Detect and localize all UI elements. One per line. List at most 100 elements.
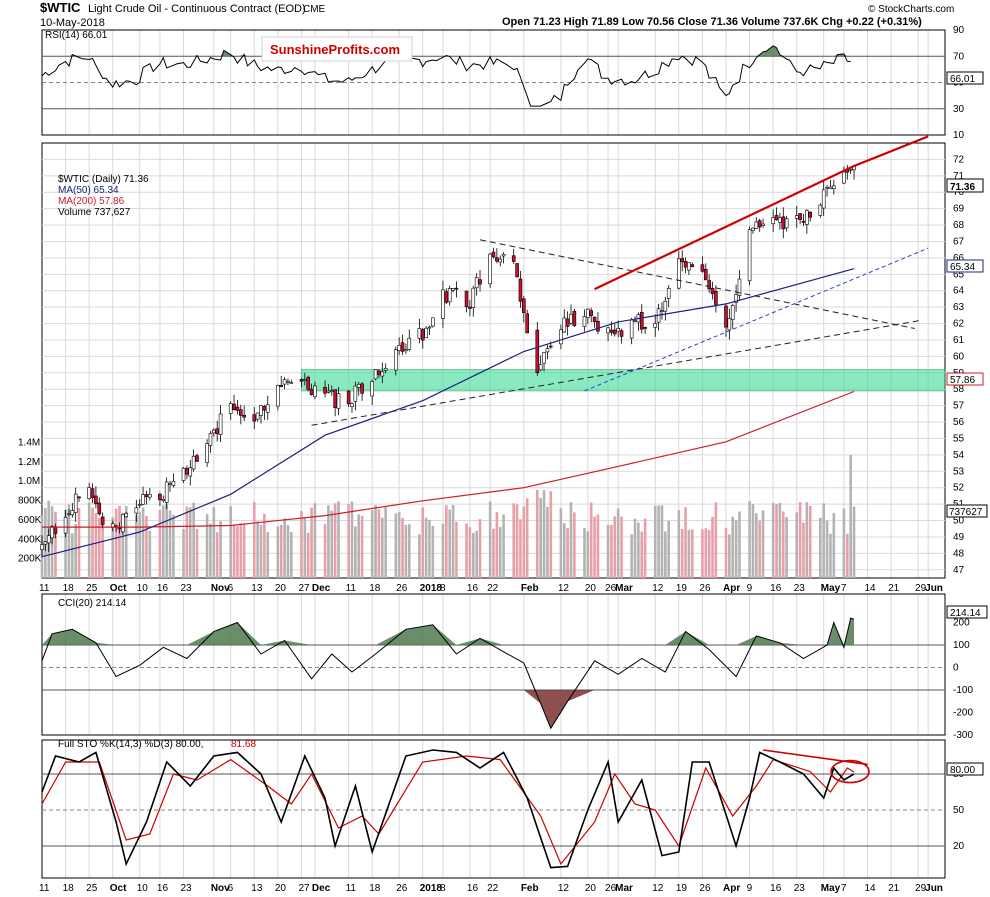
volume-bar-127 [637, 522, 640, 578]
volume-bar-79 [407, 524, 411, 578]
cci-negative-area [42, 690, 855, 729]
volume-bar-100 [512, 503, 516, 578]
xaxis-mid-label-16: 2018 [420, 583, 443, 594]
volume-bar-134 [667, 520, 671, 578]
candle-body-34 [195, 455, 199, 462]
rsi-tick-30: 30 [953, 104, 965, 115]
volume-bar-68 [357, 514, 361, 578]
volume-bar-113 [569, 502, 573, 578]
volume-bar-29 [172, 514, 175, 578]
cci-panel: 200 100 0 -100 -200 -300 [41, 593, 973, 741]
volume-bar-37 [212, 507, 216, 578]
candle-body-172 [848, 168, 853, 171]
watermark-box [261, 36, 413, 62]
volume-bar-173 [852, 506, 856, 578]
candle-body-18 [121, 514, 125, 533]
candle-body-51 [279, 385, 284, 387]
candle-body-24 [148, 493, 152, 498]
volume-bar-52 [283, 518, 286, 578]
candle-body-144 [714, 291, 718, 305]
sto-highlight-ellipse [830, 759, 870, 784]
volume-legend: Volume 737,627 [58, 207, 131, 218]
volume-bar-89 [455, 521, 458, 578]
candle-body-130 [653, 323, 658, 328]
volume-bar-158 [781, 511, 785, 578]
volume-bar-86 [445, 505, 448, 578]
candle-body-13 [97, 502, 102, 515]
candle-body-106 [538, 364, 543, 371]
xaxis-bot-label-1: 18 [63, 883, 75, 894]
xaxis-mid-label-2: 25 [86, 583, 98, 594]
price-tick-49: 49 [953, 532, 965, 543]
volume-tick-3: 800K [18, 496, 42, 507]
candle-body-59 [313, 385, 317, 397]
candle-body-113 [569, 313, 573, 324]
candle-body-148 [734, 294, 738, 303]
volume-bar-38 [215, 532, 219, 578]
price-tick-72: 72 [953, 154, 965, 165]
price-tick-71: 71 [953, 171, 965, 182]
price-tick-54: 54 [953, 450, 965, 461]
candle-body-133 [663, 300, 668, 312]
dashed-blue-support-line [584, 247, 929, 392]
candle-body-66 [350, 403, 354, 407]
volume-bar-72 [377, 509, 381, 578]
volume-bar-88 [451, 505, 455, 578]
candle-body-82 [424, 327, 428, 339]
dashed-downtrend-line [479, 239, 915, 329]
candle-body-48 [262, 406, 267, 411]
candle-body-53 [286, 380, 290, 383]
xaxis-mid-label-10: 20 [275, 583, 287, 594]
price-panel: 7271706968676665646362616059585756555453… [18, 135, 965, 579]
volume-bar-60 [323, 524, 327, 578]
candle-body-45 [252, 414, 257, 422]
volume-tick-1: 1.2M [18, 457, 40, 468]
volume-bar-90 [465, 523, 468, 578]
volume-bar-120 [606, 524, 610, 578]
candle-body-58 [309, 388, 314, 395]
rsi-badge-text: 66.01 [950, 74, 975, 85]
candle-body-67 [353, 385, 358, 402]
xaxis-bot-label-15: 26 [396, 883, 408, 894]
xaxis-mid-label-3: Oct [110, 583, 127, 594]
candle-body-80 [417, 328, 422, 339]
candle-body-115 [582, 316, 587, 327]
candle-body-167 [825, 186, 829, 189]
volume-bar-24 [148, 530, 152, 578]
volume-bar-150 [748, 501, 751, 578]
candle-body-163 [805, 210, 809, 225]
price-tick-56: 56 [953, 417, 965, 428]
candle-body-52 [282, 379, 287, 385]
volume-bar-81 [421, 507, 425, 578]
volume-bar-93 [475, 530, 478, 578]
candle-body-22 [141, 494, 145, 505]
volume-bar-21 [138, 512, 142, 578]
xaxis-bot-label-13: 11 [346, 883, 357, 894]
candle-body-19 [124, 513, 129, 518]
xaxis-mid-label-25: 12 [652, 583, 664, 594]
candle-body-95 [488, 253, 492, 285]
candle-body-65 [346, 390, 351, 405]
candle-body-88 [451, 288, 455, 291]
candle-body-27 [164, 481, 169, 503]
candle-body-41 [232, 403, 236, 411]
candle-body-46 [255, 412, 260, 420]
ma200-badge-text: 57.86 [950, 375, 975, 386]
candle-body-145 [724, 305, 728, 328]
candle-body-158 [781, 216, 786, 230]
volume-bar-164 [808, 506, 812, 578]
xaxis-bot-label-21: 12 [558, 883, 570, 894]
volume-tick-5: 400K [18, 534, 42, 545]
volume-bar-155 [771, 502, 775, 578]
xaxis-mid-label-14: 18 [369, 583, 381, 594]
xaxis-bot-label-20: Feb [521, 883, 539, 894]
candle-body-117 [589, 310, 594, 316]
ma200-badge: 57.86 [946, 372, 984, 386]
candle-body-20 [134, 507, 139, 514]
xaxis-mid-label-37: Jun [925, 583, 943, 594]
candle-body-165 [818, 204, 823, 216]
volume-bar-119 [596, 514, 600, 578]
xaxis-bot-label-16: 2018 [420, 883, 443, 894]
candle-body-30 [181, 467, 186, 481]
volume-bar-16 [114, 508, 118, 578]
